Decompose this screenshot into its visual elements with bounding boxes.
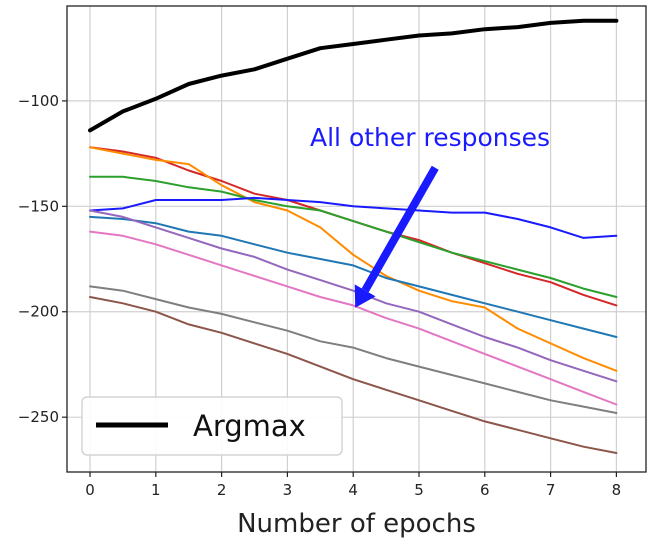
annotation: All other responses bbox=[310, 123, 550, 308]
plot-frame bbox=[66, 5, 647, 473]
x-tick-label: 5 bbox=[414, 481, 424, 499]
y-tick-label: −100 bbox=[18, 92, 59, 110]
series-line-blue bbox=[89, 196, 618, 239]
series-line-brown bbox=[89, 296, 618, 454]
x-tick-label: 0 bbox=[85, 481, 95, 499]
series-line-Argmax bbox=[88, 18, 619, 133]
ticks: 0 1 2 3 4 5 6 7 8 −250 −200 −150 −100 bbox=[18, 92, 621, 499]
legend: Argmax bbox=[81, 396, 343, 456]
series-line-purple bbox=[89, 209, 618, 383]
x-tick-label: 1 bbox=[151, 481, 161, 499]
x-tick-label: 2 bbox=[217, 481, 227, 499]
series-line-steelblue bbox=[89, 215, 618, 338]
series-line-pink bbox=[89, 230, 618, 406]
legend-box bbox=[81, 396, 343, 456]
series-line-green bbox=[89, 175, 618, 298]
y-tick-label: −250 bbox=[18, 408, 59, 426]
legend-label-argmax: Argmax bbox=[193, 409, 306, 443]
series-group bbox=[88, 18, 619, 454]
x-tick-label: 3 bbox=[283, 481, 293, 499]
annotation-text: All other responses bbox=[310, 123, 550, 152]
series-line-orange bbox=[89, 146, 618, 372]
y-tick-label: −200 bbox=[18, 303, 59, 321]
annotation-arrow bbox=[361, 165, 439, 293]
x-tick-label: 7 bbox=[546, 481, 556, 499]
annotation-arrow-head bbox=[354, 284, 376, 308]
grid bbox=[67, 6, 646, 472]
x-tick-label: 6 bbox=[480, 481, 490, 499]
x-axis-label: Number of epochs bbox=[237, 509, 476, 539]
x-tick-label: 8 bbox=[612, 481, 622, 499]
series-line-gray bbox=[89, 285, 618, 414]
x-tick-label: 4 bbox=[348, 481, 358, 499]
y-tick-label: −150 bbox=[18, 197, 59, 215]
